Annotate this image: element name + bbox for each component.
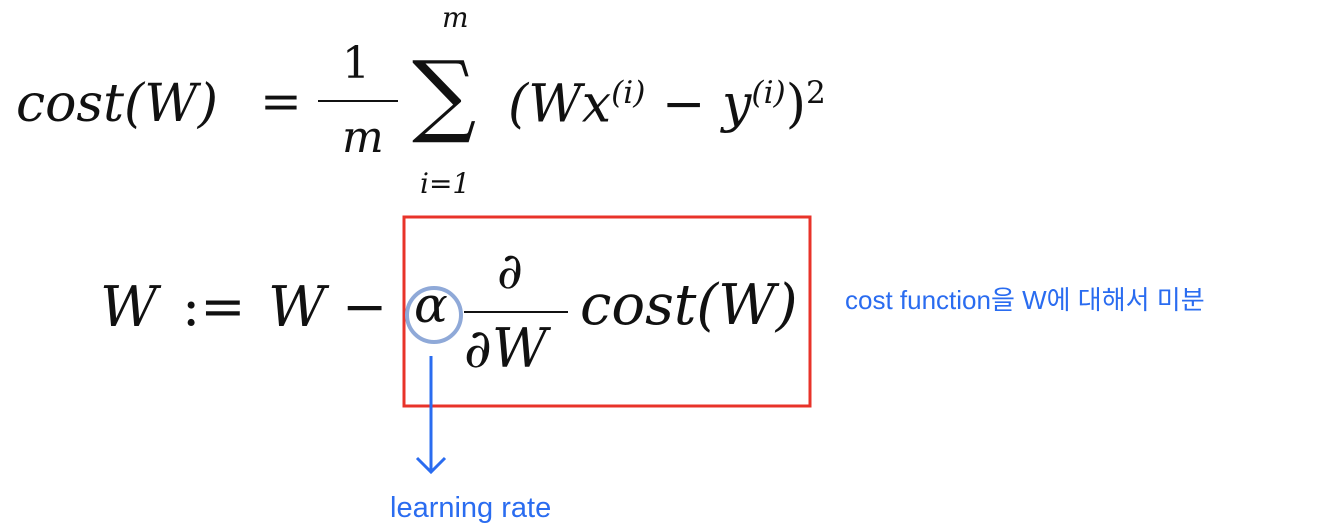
alpha-circle: [405, 286, 463, 344]
fraction-numerator: 1: [342, 38, 370, 89]
fraction-bar: [318, 100, 398, 102]
term-y: y: [722, 74, 752, 135]
superscript-i: (i): [751, 75, 786, 111]
partial-fraction-bar: [464, 311, 568, 313]
learning-rate-label: learning rate: [390, 492, 552, 524]
minus-sign: −: [661, 74, 706, 135]
term-wx: (Wx: [508, 74, 612, 135]
derivative-annotation: cost function을 W에 대해서 미분: [845, 285, 1205, 315]
highlight-box: [402, 215, 812, 408]
partial-numerator: ∂: [497, 242, 523, 300]
exponent: 2: [806, 75, 826, 111]
update-cost: cost(W): [580, 273, 798, 338]
arrow-head-icon: [415, 456, 447, 475]
assign-sign: :=: [182, 275, 246, 338]
cost-lhs: cost(W): [16, 74, 219, 134]
update-w: W: [268, 275, 326, 340]
sum-lower-limit: i=1: [420, 167, 471, 200]
partial-denominator: ∂W: [464, 317, 548, 380]
summand: (Wx(i) − y(i))2: [508, 75, 826, 130]
sum-upper-limit: m: [442, 1, 469, 34]
close-paren: ): [785, 74, 807, 135]
fraction-denominator: m: [342, 112, 384, 163]
minus-sign: −: [342, 275, 388, 338]
update-lhs: W: [100, 275, 158, 340]
equals-sign: =: [260, 72, 302, 130]
superscript-i: (i): [611, 75, 646, 111]
sum-symbol: ∑: [412, 42, 477, 147]
